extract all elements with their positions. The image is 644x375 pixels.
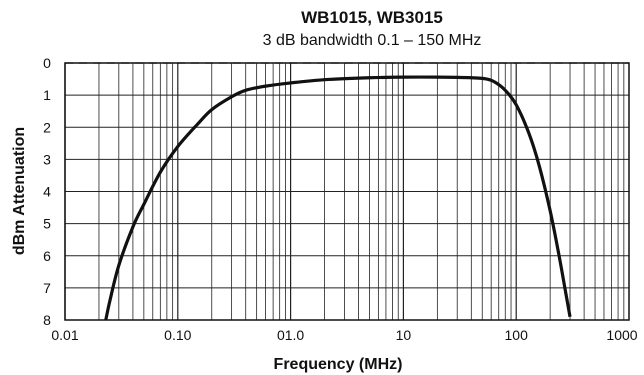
y-tick-label: 6 [43,248,51,264]
y-tick-label: 0 [43,55,51,71]
y-tick-label: 4 [43,184,51,200]
y-tick-label: 7 [43,280,51,296]
y-tick-label: 3 [43,151,51,167]
x-tick-label: 100 [505,327,529,343]
x-tick-label: 0.10 [164,327,191,343]
grid [64,63,629,321]
plot-frame [64,62,630,321]
chart-title: WB1015, WB3015 [301,8,443,27]
attenuation-curve [104,75,572,321]
x-tick-label: 10 [396,327,412,343]
series-layer [104,75,572,321]
x-tick-label: 0.01 [51,327,78,343]
y-tick-label: 2 [43,119,51,135]
y-tick-label: 8 [43,312,51,328]
y-tick-label: 5 [43,216,51,232]
chart-subtitle: 3 dB bandwidth 0.1 – 150 MHz [263,32,482,49]
x-tick-label: 1000 [606,327,637,343]
y-tick-label: 1 [43,87,51,103]
x-tick-labels: 0.01 0.10 01.0 10 100 1000 [51,327,637,343]
x-axis-label: Frequency (MHz) [274,356,403,373]
y-tick-labels: 0 1 2 3 4 5 6 7 8 [43,55,51,328]
y-axis-label: dBm Attenuation [11,127,28,255]
x-tick-label: 01.0 [277,327,304,343]
